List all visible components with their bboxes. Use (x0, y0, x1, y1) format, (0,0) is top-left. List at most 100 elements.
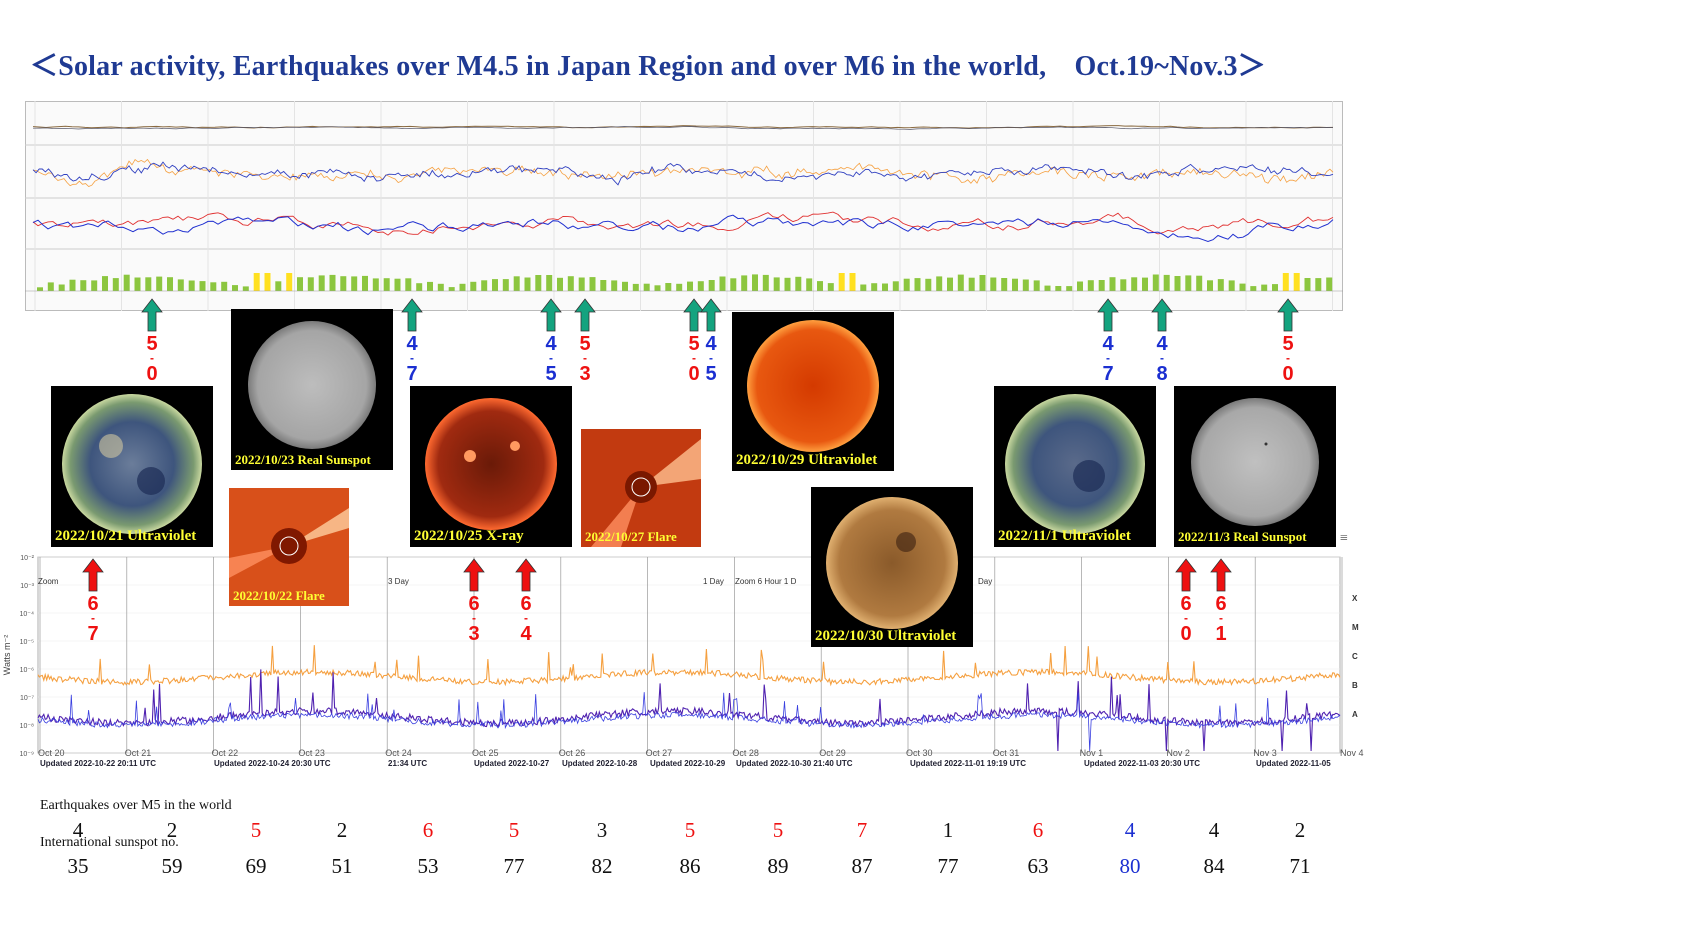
kp-bar (437, 283, 444, 291)
world-quake-count: 2 (166, 818, 178, 842)
kp-bar (102, 276, 108, 291)
thumb-xray-1025: 2022/10/25 X-ray (410, 386, 572, 547)
kp-bar (1087, 280, 1094, 291)
world-quake-magnitude: 6-7 (87, 593, 99, 645)
kp-bar (470, 281, 477, 291)
x-tick-label: Nov 1 (1079, 748, 1104, 758)
kp-bar (784, 277, 791, 291)
kp-bar (167, 277, 173, 291)
kp-bar (838, 273, 845, 291)
sunspot-number: 84 (1203, 854, 1225, 878)
japan-quake-magnitude: 4-5 (545, 333, 557, 385)
thumb-uv-1101: 2022/11/1 Ultraviolet (994, 386, 1156, 547)
kp-bar (1196, 275, 1203, 291)
world-quake-count: 5 (772, 818, 784, 842)
japan-quake-arrow (401, 298, 423, 337)
menu-icon[interactable]: ≡ (1340, 531, 1348, 546)
kp-bar (340, 276, 347, 291)
sunspot-number: 89 (767, 854, 789, 878)
kp-bar (676, 283, 683, 291)
y-tick-label: 10⁻³ (20, 583, 34, 590)
kp-bar (892, 281, 899, 291)
update-timestamp: Updated 2022-10-27 (474, 759, 550, 768)
kp-bar (297, 277, 303, 291)
kp-bar (232, 285, 238, 291)
thumb-caption: 2022/10/29 Ultraviolet (736, 452, 878, 468)
kp-bar (416, 283, 423, 291)
sunspot-number: 86 (679, 854, 701, 878)
world-quake-arrow (82, 558, 104, 597)
world-quake-count: 7 (856, 818, 868, 842)
kp-bar (253, 273, 260, 291)
world-quake-count: 5 (508, 818, 520, 842)
kp-bar (719, 276, 726, 291)
thumb-uv-1029: 2022/10/29 Ultraviolet (732, 312, 894, 471)
zoom-label-2: 3 Day (388, 577, 409, 586)
japan-quake-magnitude: 4-5 (705, 333, 717, 385)
japan-quake-magnitude: 4-8 (1156, 333, 1168, 385)
row-label-sunspots: International sunspot no. (40, 835, 179, 850)
kp-bar (481, 280, 488, 291)
zoom-label-5: Day (978, 577, 993, 586)
kp-bar (546, 275, 553, 291)
kp-bar (221, 281, 228, 291)
sunspot-number: 77 (937, 854, 959, 878)
sunspot-number: 63 (1027, 854, 1049, 878)
kp-bar (654, 285, 661, 291)
japan-quake-arrow (540, 298, 562, 337)
kp-bar (1163, 274, 1170, 291)
japan-quake-magnitude: 4-7 (406, 333, 418, 385)
sunspot-number: 35 (67, 854, 89, 878)
kp-bar (827, 283, 834, 291)
kp-bar (968, 277, 975, 291)
kp-bar (957, 274, 964, 291)
kp-bar (1207, 280, 1213, 291)
japan-quake-magnitude: 5-0 (688, 333, 700, 385)
kp-bar (188, 280, 195, 291)
kp-bar (643, 283, 650, 291)
update-timestamp: Updated 2022-10-30 21:40 UTC (736, 759, 853, 768)
kp-bar (156, 276, 163, 291)
kp-bar (1272, 284, 1278, 291)
kp-bar (1077, 281, 1083, 291)
class-label: B (1352, 681, 1358, 690)
update-timestamp: Updated 2022-10-29 (650, 759, 726, 768)
world-quake-count: 4 (1124, 818, 1136, 842)
world-quake-count: 6 (422, 818, 434, 842)
world-quake-magnitude: 6-3 (468, 593, 480, 645)
kp-bar (567, 276, 574, 291)
kp-bar (773, 277, 780, 291)
kp-bar (37, 287, 43, 291)
kp-bar (177, 279, 184, 291)
japan-quake-magnitude: 5-0 (1282, 333, 1294, 385)
world-quake-count: 4 (72, 818, 84, 842)
kp-bar (145, 277, 152, 291)
japan-quake-magnitude: 5-0 (146, 333, 158, 385)
x-tick-label: Oct 24 (385, 748, 412, 758)
page-title: ＜Solar activity, Earthquakes over M4.5 i… (30, 51, 1266, 82)
kp-bar (589, 277, 596, 291)
world-quake-magnitude: 6-1 (1215, 593, 1227, 645)
thumb-caption: 2022/11/1 Ultraviolet (998, 528, 1131, 544)
kp-bar (286, 273, 293, 291)
kp-bar (762, 274, 769, 291)
kp-bar (1174, 276, 1181, 291)
y-tick-label: 10⁻⁵ (20, 639, 34, 646)
zoom-label-1: Zoom (38, 577, 59, 586)
kp-bar (459, 283, 466, 291)
zoom-label-3: 1 Day (703, 577, 724, 586)
kp-bar (1142, 277, 1148, 291)
world-quake-count: 5 (684, 818, 696, 842)
kp-bar (730, 278, 737, 291)
x-tick-label: Nov 2 (1166, 748, 1190, 758)
kp-bar (622, 281, 628, 291)
x-tick-label: Oct 21 (124, 748, 152, 758)
kp-bar (611, 280, 618, 291)
kp-bar (492, 279, 498, 291)
kp-bar (925, 278, 932, 291)
world-quake-count: 1 (942, 818, 954, 842)
kp-bar (806, 278, 813, 291)
thumb-uv-1021: 2022/10/21 Ultraviolet (51, 386, 213, 547)
kp-bar (1228, 280, 1235, 291)
sunspot-number: 53 (417, 854, 439, 878)
